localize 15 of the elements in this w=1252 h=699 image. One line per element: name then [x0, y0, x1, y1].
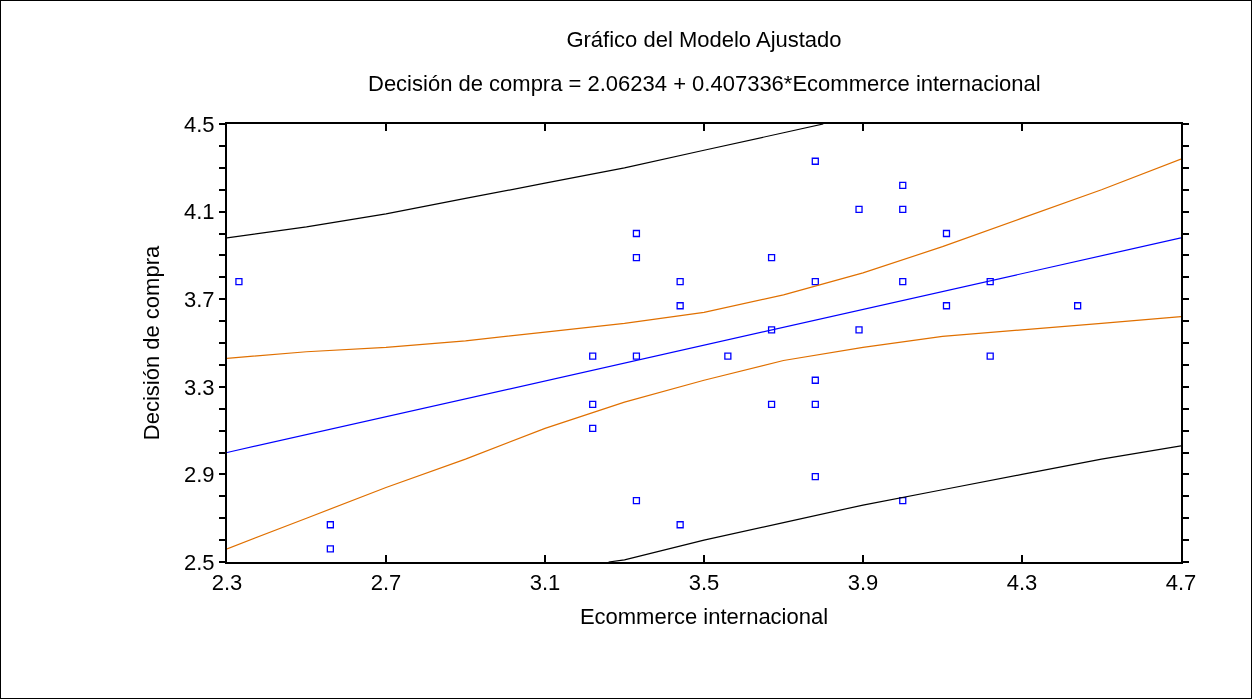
x-axis-title: Ecommerce internacional: [579, 603, 829, 629]
y-tick-label: 4.1: [184, 199, 215, 225]
x-tick-label: 2.7: [370, 570, 402, 596]
x-tick-label: 4.3: [1006, 570, 1038, 596]
chart-subtitle: Decisión de compra = 2.06234 + 0.407336*Ecommerce internacional: [368, 71, 1041, 96]
y-tick-label: 3.3: [184, 374, 215, 400]
x-tick-label: 3.1: [529, 570, 561, 596]
y-tick-label: 3.7: [184, 286, 215, 312]
y-tick-label: 4.5: [184, 111, 215, 137]
x-tick-label: 3.9: [847, 570, 879, 596]
y-axis-title: Decisión de compra: [139, 245, 165, 441]
chart-title: Gráfico del Modelo Ajustado: [566, 26, 842, 52]
x-tick-label: 4.7: [1165, 570, 1197, 596]
x-tick-label: 3.5: [688, 570, 720, 596]
y-tick-label: 2.9: [184, 462, 215, 488]
